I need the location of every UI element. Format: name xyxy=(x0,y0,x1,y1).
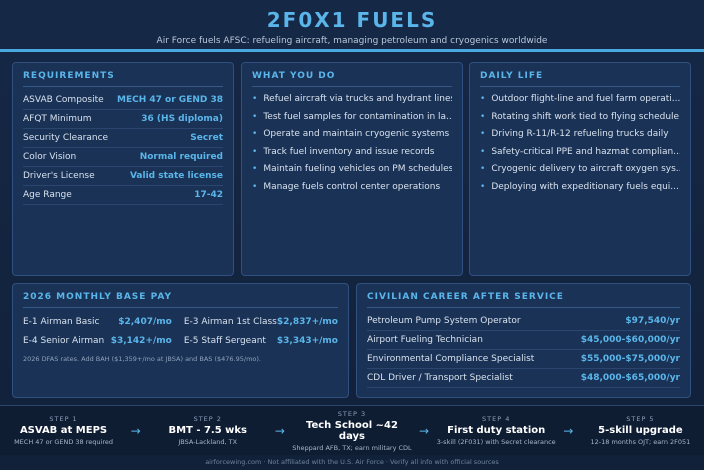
info-row: ASVAB Composite MECH 47 or GEND 38 xyxy=(23,91,223,110)
bullet-item: Safety-critical PPE and hazmat complian.… xyxy=(480,144,680,162)
arrow: → xyxy=(130,423,141,438)
pay-row: E-1 Airman Basic $2,407/mo xyxy=(23,312,172,331)
row-label: Airport Fueling Technician xyxy=(367,335,483,345)
row-label: Security Clearance xyxy=(23,133,109,143)
row-label: Age Range xyxy=(23,190,72,200)
steps-bar: STEP 1 ASVAB at MEPS MECH 47 or GEND 38 re… xyxy=(0,405,704,455)
page-title: 2F0X1 FUELS xyxy=(266,8,438,32)
step: STEP 4 First duty station 3-skill (2F031) … xyxy=(436,415,556,446)
row-label: Color Vision xyxy=(23,152,77,162)
info-row: CDL Driver / Transport Specialist $48,000… xyxy=(367,369,680,388)
info-row: Environmental Compliance Specialist $55,0… xyxy=(367,350,680,369)
bullet-item: Outdoor flight-line and fuel farm operat… xyxy=(480,91,680,109)
step-label: STEP 2 xyxy=(193,415,222,423)
step-detail: Sheppard AFB, TX; earn military CDL xyxy=(292,443,412,452)
pay-note: 2026 DFAS rates. Add BAH ($1,359+/mo at … xyxy=(23,355,261,363)
row-value: $48,000-$65,000/yr xyxy=(580,373,680,383)
bullet-item: Rotating shift work tied to flying sched… xyxy=(480,109,680,127)
bullet-item: Test fuel samples for contamination in l… xyxy=(252,109,452,127)
step-title: First duty station xyxy=(447,425,546,436)
row-value: 17-42 xyxy=(194,190,223,200)
step-detail: JBSA-Lackland, TX xyxy=(178,438,238,446)
info-row: Airport Fueling Technician $45,000-$60,00… xyxy=(367,331,680,350)
bullet-item: Driving R-11/R-12 refueling trucks daily xyxy=(480,126,680,144)
row-label: ASVAB Composite xyxy=(23,95,104,105)
step: STEP 5 5-skill upgrade 12-18 months OJT; e… xyxy=(580,415,700,446)
bullet-list: Refuel aircraft via trucks and hydrant l… xyxy=(252,91,452,196)
rank: E-5 Staff Sergeant xyxy=(183,335,266,346)
info-row: Driver's License Valid state license xyxy=(23,167,223,186)
bullet-item: Manage fuels control center operations xyxy=(252,179,452,197)
pay-card: 2026 MONTHLY BASE PAY E-1 Airman Basic $2,… xyxy=(12,283,349,398)
step: STEP 2 BMT - 7.5 wks JBSA-Lackland, TX xyxy=(148,415,268,446)
daily-life-card: DAILY LIFE Outdoor flight-line and fuel f… xyxy=(469,62,691,276)
row-value: $45,000-$60,000/yr xyxy=(580,335,680,345)
pay-amount: $3,343+/mo xyxy=(276,335,338,346)
row-label: Environmental Compliance Specialist xyxy=(367,354,535,364)
arrow: → xyxy=(419,423,430,438)
info-row: Security Clearance Secret xyxy=(23,129,223,148)
info-row: Petroleum Pump System Operator $97,540/yr xyxy=(367,312,680,331)
pay-row: E-5 Staff Sergeant $3,343+/mo xyxy=(184,331,338,350)
bullet-list: Outdoor flight-line and fuel farm operat… xyxy=(480,91,680,196)
header: 2F0X1 FUELS Air Force fuels AFSC: refuel… xyxy=(0,0,704,52)
bullet-item: Maintain fueling vehicles on PM schedule… xyxy=(252,161,452,179)
card-title: 2026 MONTHLY BASE PAY xyxy=(23,292,338,308)
pay-row: E-3 Airman 1st Class $2,837+/mo xyxy=(184,312,338,331)
duties-card: WHAT YOU DO Refuel aircraft via trucks an… xyxy=(241,62,463,276)
bullet-item: Operate and maintain cryogenic systems xyxy=(252,126,452,144)
bullet-item: Cryogenic delivery to aircraft oxygen sy… xyxy=(480,161,680,179)
row-label: AFQT Minimum xyxy=(23,114,92,124)
footer: airforcewing.com · Not affiliated with t… xyxy=(205,458,499,466)
rank: E-4 Senior Airman xyxy=(23,335,105,346)
step-label: STEP 4 xyxy=(482,415,511,423)
rank: E-3 Airman 1st Class xyxy=(183,316,277,327)
row-value: MECH 47 or GEND 38 xyxy=(117,95,223,105)
row-label: CDL Driver / Transport Specialist xyxy=(367,373,513,383)
pay-row: E-4 Senior Airman $3,142+/mo xyxy=(23,331,172,350)
step-label: STEP 5 xyxy=(626,415,655,423)
step: STEP 1 ASVAB at MEPS MECH 47 or GEND 38 re… xyxy=(4,415,124,446)
arrow: → xyxy=(274,423,285,438)
row-value: Valid state license xyxy=(129,171,223,181)
pay-amount: $3,142+/mo xyxy=(110,335,172,346)
step-title: Tech School ~42 days xyxy=(305,419,398,442)
card-title: CIVILIAN CAREER AFTER SERVICE xyxy=(367,292,680,308)
info-row: AFQT Minimum 36 (HS diploma) xyxy=(23,110,223,129)
row-value: 36 (HS diploma) xyxy=(141,114,223,124)
requirements-card: REQUIREMENTS ASVAB Composite MECH 47 or GE… xyxy=(12,62,234,276)
pay-amount: $2,837+/mo xyxy=(276,316,338,327)
step-title: 5-skill upgrade xyxy=(598,425,683,436)
subtitle: Air Force fuels AFSC: refueling aircraft… xyxy=(156,36,548,46)
info-row: Age Range 17-42 xyxy=(23,186,223,205)
step-detail: 3-skill (2F031) with Secret clearance xyxy=(436,438,556,446)
bullet-item: Track fuel inventory and issue records xyxy=(252,144,452,162)
arrow: → xyxy=(563,423,574,438)
card-title: REQUIREMENTS xyxy=(23,71,223,87)
step-detail: MECH 47 or GEND 38 required xyxy=(14,438,113,446)
step-detail: 12-18 months OJT; earn 2F051 xyxy=(590,438,691,446)
row-label: Petroleum Pump System Operator xyxy=(367,316,521,326)
step-title: BMT - 7.5 wks xyxy=(168,425,248,436)
row-label: Driver's License xyxy=(23,171,95,181)
bullet-item: Refuel aircraft via trucks and hydrant l… xyxy=(252,91,452,109)
step-label: STEP 1 xyxy=(49,415,78,423)
civilian-card: CIVILIAN CAREER AFTER SERVICE Petroleum P… xyxy=(356,283,691,398)
bullet-item: Deploying with expeditionary fuels equi.… xyxy=(480,179,680,197)
step-label: STEP 3 xyxy=(337,409,367,418)
card-title: WHAT YOU DO xyxy=(252,71,452,87)
rank: E-1 Airman Basic xyxy=(23,316,100,327)
pay-amount: $2,407/mo xyxy=(118,316,172,327)
card-title: DAILY LIFE xyxy=(480,71,680,87)
step-title: ASVAB at MEPS xyxy=(19,425,108,436)
pay-grid: E-1 Airman Basic $2,407/mo E-3 Airman 1st … xyxy=(23,312,338,350)
row-value: $97,540/yr xyxy=(625,316,680,326)
info-row: Color Vision Normal required xyxy=(23,148,223,167)
row-value: Normal required xyxy=(139,152,223,162)
step: STEP 3 Tech School ~42 days Sheppard AFB, … xyxy=(292,410,412,452)
row-value: $55,000-$75,000/yr xyxy=(580,354,680,364)
row-value: Secret xyxy=(190,133,223,143)
